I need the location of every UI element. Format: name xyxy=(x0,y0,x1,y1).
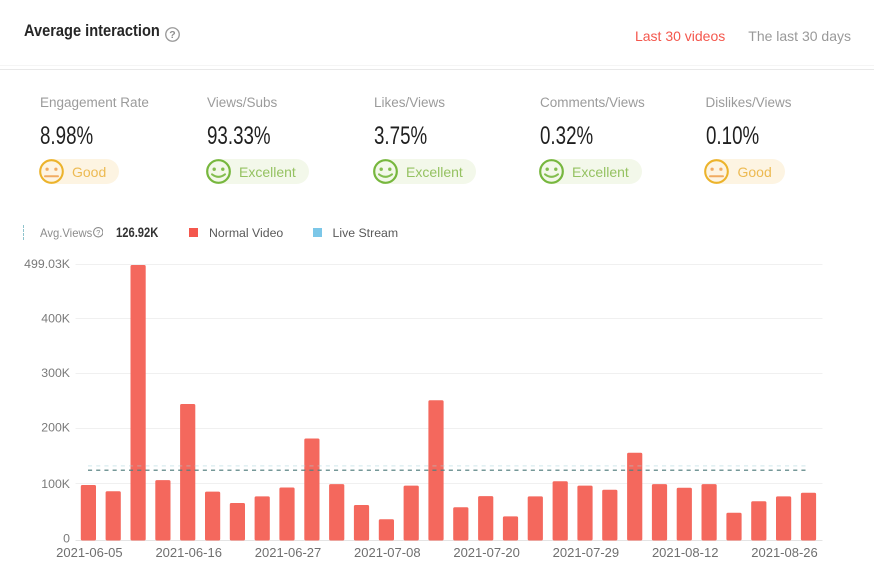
svg-text:2021-06-16: 2021-06-16 xyxy=(155,545,222,560)
svg-text:?: ? xyxy=(96,228,100,237)
svg-text:2021-07-29: 2021-07-29 xyxy=(553,545,620,560)
svg-text:200K: 200K xyxy=(41,420,71,434)
svg-text:2021-06-27: 2021-06-27 xyxy=(255,545,322,560)
svg-text:2021-08-12: 2021-08-12 xyxy=(652,545,719,560)
svg-text:2021-07-20: 2021-07-20 xyxy=(453,545,520,560)
svg-text:0: 0 xyxy=(63,532,70,546)
svg-text:300K: 300K xyxy=(41,366,71,380)
svg-text:2021-07-08: 2021-07-08 xyxy=(354,545,421,560)
svg-text:400K: 400K xyxy=(41,311,71,325)
svg-text:100K: 100K xyxy=(41,477,71,491)
svg-text:2021-08-26: 2021-08-26 xyxy=(751,545,818,560)
svg-text:?: ? xyxy=(169,29,175,41)
svg-text:499.03K: 499.03K xyxy=(24,257,71,271)
svg-text:2021-06-05: 2021-06-05 xyxy=(56,545,123,560)
